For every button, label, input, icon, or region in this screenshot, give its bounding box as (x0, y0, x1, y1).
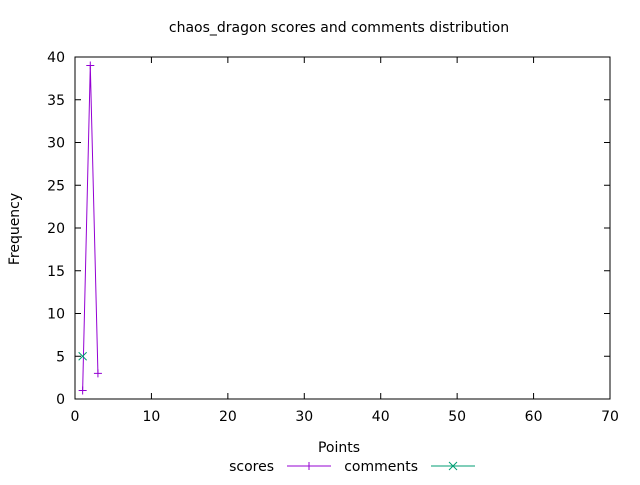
series-scores (78, 61, 102, 395)
y-tick-label: 0 (56, 392, 65, 408)
data-point-comments (78, 351, 87, 361)
x-tick-label: 10 (143, 409, 161, 425)
y-tick-label: 10 (47, 307, 65, 323)
x-tick-label: 70 (601, 409, 619, 425)
x-tick-label: 40 (372, 409, 390, 425)
plot-series (78, 61, 102, 395)
x-axis: 0 10 20 30 40 50 60 70 (71, 57, 619, 425)
y-axis: 0 5 10 15 20 25 30 35 40 (47, 50, 610, 408)
legend-label-scores: scores (229, 459, 274, 475)
y-tick-label: 35 (47, 93, 65, 109)
data-point-scores (86, 61, 95, 70)
x-tick-label: 20 (219, 409, 237, 425)
y-tick-label: 40 (47, 50, 65, 66)
legend-label-comments: comments (344, 459, 418, 475)
legend: scores comments (229, 459, 475, 475)
series-comments (78, 351, 87, 361)
y-tick-label: 25 (47, 178, 65, 194)
plot-frame (74, 56, 611, 400)
x-tick-label: 0 (71, 409, 80, 425)
y-axis-label: Frequency (7, 193, 23, 265)
y-tick-label: 5 (56, 349, 65, 365)
y-tick-label: 20 (47, 221, 65, 237)
series-line-scores (82, 65, 99, 391)
legend-marker-scores (305, 462, 313, 470)
y-tick-label: 30 (47, 136, 65, 152)
x-tick-label: 50 (448, 409, 466, 425)
data-point-scores (93, 369, 102, 378)
x-tick-label: 60 (525, 409, 543, 425)
legend-marker-comments (448, 461, 458, 471)
y-tick-label: 15 (47, 264, 65, 280)
chart-title: chaos_dragon scores and comments distrib… (169, 20, 509, 36)
x-tick-label: 30 (295, 409, 313, 425)
x-axis-label: Points (318, 440, 360, 456)
data-point-scores (78, 386, 87, 395)
